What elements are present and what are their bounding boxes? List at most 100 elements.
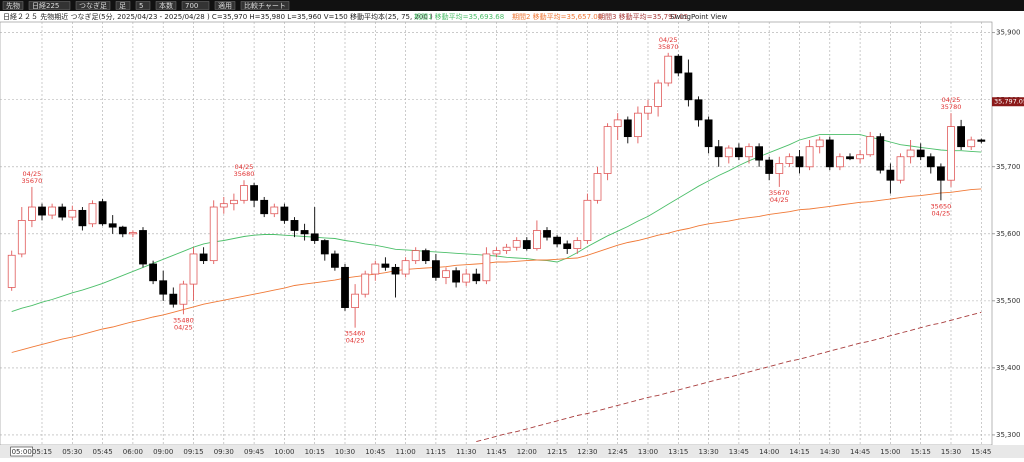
x-tick-label: 13:00 <box>638 448 658 456</box>
candle-body <box>58 206 67 218</box>
candle-body <box>876 136 885 171</box>
toolbar-control <box>115 1 131 10</box>
candle-body <box>957 126 965 148</box>
annotation-price: 35670 <box>22 177 43 185</box>
candle-body <box>543 230 551 238</box>
candle-body <box>118 226 127 235</box>
x-tick-label: 05:00 <box>12 448 32 456</box>
toolbar-text: 5 <box>139 2 143 10</box>
x-tick-label: 11:30 <box>456 448 476 456</box>
annotation-price: 35680 <box>234 170 255 178</box>
chart-title: 日経２２５ 先物期近 つなぎ足(5分, 2025/04/23 - 2025/04… <box>3 12 433 21</box>
candle-body <box>492 250 501 255</box>
candle-body <box>391 266 400 275</box>
candle-body <box>462 273 471 283</box>
candle-body <box>280 206 289 221</box>
candle-body <box>846 156 854 160</box>
candle-body <box>714 146 723 158</box>
candle-body <box>704 119 713 148</box>
candle-body <box>694 99 703 121</box>
x-axis: 05:00 05:15 05:30 05:45 06:00 09:00 09:15 09:30… <box>10 446 991 457</box>
annotation-price: 35780 <box>941 103 962 111</box>
annotation-price: 35460 <box>345 330 366 338</box>
candle-body <box>755 146 763 161</box>
toolbar-text: 先物 <box>6 1 20 10</box>
x-tick-label: 11:00 <box>396 448 416 456</box>
candle-body <box>593 173 602 201</box>
candle-body <box>947 126 955 181</box>
annotation-date: 04/25 <box>932 209 951 217</box>
x-tick-label: 12:00 <box>517 448 537 456</box>
y-axis: 35,30035,40035,50035,60035,70035,80035,9… <box>992 29 1024 439</box>
candle-body <box>27 206 36 221</box>
candle-body <box>603 126 612 174</box>
candle-body <box>442 270 450 278</box>
candle-body <box>260 199 269 215</box>
candle-body <box>815 139 824 148</box>
toolbar-text: 本数 <box>159 1 173 10</box>
x-cursor-box <box>10 446 33 457</box>
candle-body <box>866 136 875 156</box>
candle-body <box>250 185 259 201</box>
candle-body <box>371 263 380 275</box>
candle-body <box>623 119 632 138</box>
grid <box>0 22 992 445</box>
candle-body <box>98 201 107 225</box>
toolbar-text: つなぎ足 <box>79 1 107 10</box>
moving-average-line <box>11 188 982 353</box>
candle-body <box>7 254 16 288</box>
candle-body <box>68 209 77 218</box>
candle-body <box>886 169 895 181</box>
candle-body <box>189 253 198 285</box>
toolbar-text: 比較チャート <box>244 1 286 10</box>
candle-body <box>128 232 137 235</box>
annotation-price: 35480 <box>173 316 194 324</box>
candle-body <box>199 253 208 262</box>
candle-body <box>512 240 521 248</box>
candle-body <box>735 147 743 158</box>
candle-body <box>916 149 925 158</box>
x-tick-label: 15:45 <box>971 448 991 456</box>
x-tick-label: 10:30 <box>335 448 355 456</box>
candle-body <box>149 263 158 282</box>
candle-body <box>522 240 531 249</box>
x-tick-label: 10:00 <box>274 448 294 456</box>
candle-body <box>361 273 370 295</box>
candle-body <box>330 253 339 268</box>
annotation-date: 04/25 <box>235 163 254 171</box>
x-tick-label: 10:45 <box>365 448 385 456</box>
candle-body <box>78 209 87 227</box>
candle-body <box>411 250 420 262</box>
x-tick-label: 13:30 <box>699 448 719 456</box>
annotation-price: 35870 <box>658 43 679 51</box>
candle-body <box>219 203 228 208</box>
x-tick-label: 06:00 <box>123 448 143 456</box>
candle-body <box>88 203 97 225</box>
candle-body <box>684 72 693 101</box>
candle-body <box>240 185 248 201</box>
y-tick-label: 35,900 <box>996 29 1021 37</box>
candle-body <box>573 240 582 249</box>
y-tick-label: 35,600 <box>996 230 1021 238</box>
toolbar-control <box>28 1 71 10</box>
toolbar-control <box>181 1 210 10</box>
x-tick-label: 05:30 <box>62 448 82 456</box>
candle-body <box>613 119 622 127</box>
toolbar-items: 先物 日経225 つなぎ足 足 5 本数 700 適用 比較チャート <box>2 1 290 10</box>
toolbar-control <box>2 1 24 10</box>
x-tick-label: 12:30 <box>577 448 597 456</box>
candle-body <box>785 156 794 164</box>
x-tick-label: 14:45 <box>850 448 870 456</box>
candle-body <box>583 199 592 241</box>
candle-body <box>179 283 188 305</box>
candle-body <box>108 223 117 228</box>
candle-body <box>553 236 561 245</box>
candle-body <box>452 270 461 283</box>
y-tick-label: 35,400 <box>996 364 1021 372</box>
candle-body <box>159 280 168 295</box>
candle-body <box>664 55 673 84</box>
toolbar-control <box>155 1 177 10</box>
chart-subtitle: SwingPoint View <box>670 13 727 21</box>
x-tick-label: 15:00 <box>880 448 900 456</box>
x-tick-label: 12:45 <box>608 448 628 456</box>
